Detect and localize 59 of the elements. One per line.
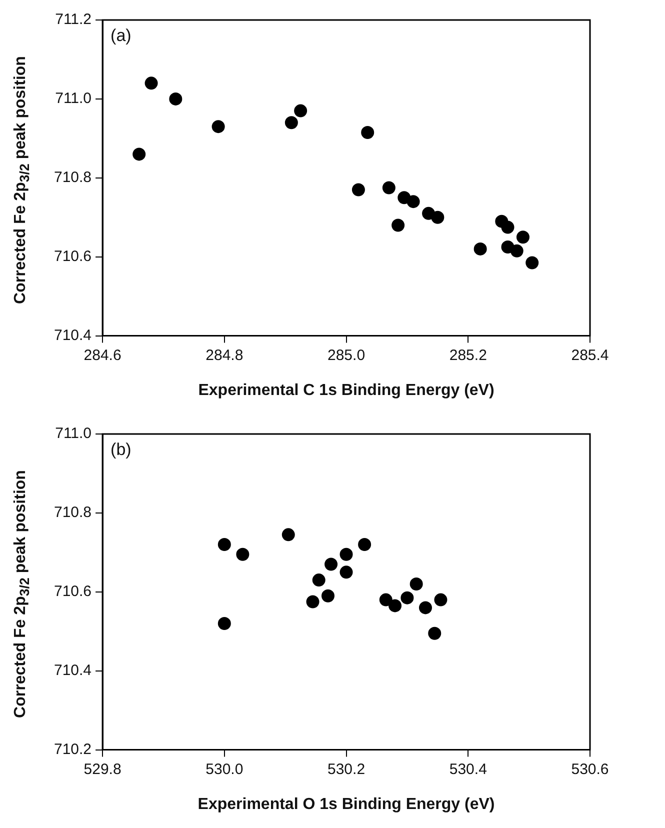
point (212, 120, 225, 134)
point (306, 595, 320, 608)
point (340, 566, 353, 579)
point (218, 538, 231, 552)
y-tick-label: 711.0 (55, 90, 92, 108)
y-tick-label: 710.4 (54, 662, 92, 679)
point (428, 626, 442, 640)
x-tick-label: 285.2 (449, 346, 487, 364)
x-tick-label: 530.6 (571, 760, 609, 778)
point (410, 578, 423, 591)
annotation: (b) (110, 440, 132, 460)
y-tick-label: 710.8 (54, 504, 92, 522)
x-tick-label: 285.0 (327, 346, 366, 364)
annotation: (a) (110, 26, 132, 46)
x-tick-label: 530.4 (449, 760, 487, 778)
point (324, 558, 338, 571)
x-axis-title: Experimental O 1s Binding Energy (eV) (198, 796, 495, 813)
point (379, 593, 392, 606)
point (236, 548, 250, 561)
point (382, 181, 396, 194)
x-tick-label: 284.6 (84, 346, 122, 364)
x-tick-label: 530.0 (206, 760, 244, 778)
point (312, 574, 326, 587)
point (358, 538, 372, 552)
y-tick-label: 710.8 (54, 169, 92, 186)
point (321, 589, 334, 602)
x-tick-label: 284.8 (206, 346, 244, 364)
point (406, 195, 420, 208)
y-tick-label: 710.6 (54, 583, 92, 600)
point (392, 218, 405, 232)
point (526, 256, 539, 270)
x-tick-label: 530.2 (327, 760, 366, 778)
point (340, 548, 353, 561)
y-tick-label: 711.2 (55, 11, 92, 28)
y-tick-label: 710.6 (54, 248, 92, 265)
point (516, 230, 530, 244)
point (284, 116, 298, 130)
x-tick-label: 529.8 (84, 760, 122, 778)
point (169, 92, 182, 106)
point (294, 104, 308, 118)
point (361, 126, 374, 140)
y-tick-label: 710.2 (54, 740, 92, 758)
point (510, 244, 524, 258)
x-tick-label: 285.4 (571, 346, 609, 364)
point (352, 183, 365, 196)
point (501, 220, 514, 234)
point (434, 593, 448, 606)
point (400, 591, 414, 604)
point (431, 210, 444, 224)
x-axis-title: Experimental C 1s Binding Energy (eV) (198, 382, 494, 399)
point (144, 76, 158, 90)
point (282, 528, 295, 542)
point (418, 601, 432, 614)
point (474, 242, 487, 256)
point (218, 616, 231, 630)
y-tick-label: 711.0 (55, 425, 92, 442)
point (388, 599, 402, 612)
y-tick-label: 710.4 (54, 326, 92, 344)
point (132, 148, 146, 161)
